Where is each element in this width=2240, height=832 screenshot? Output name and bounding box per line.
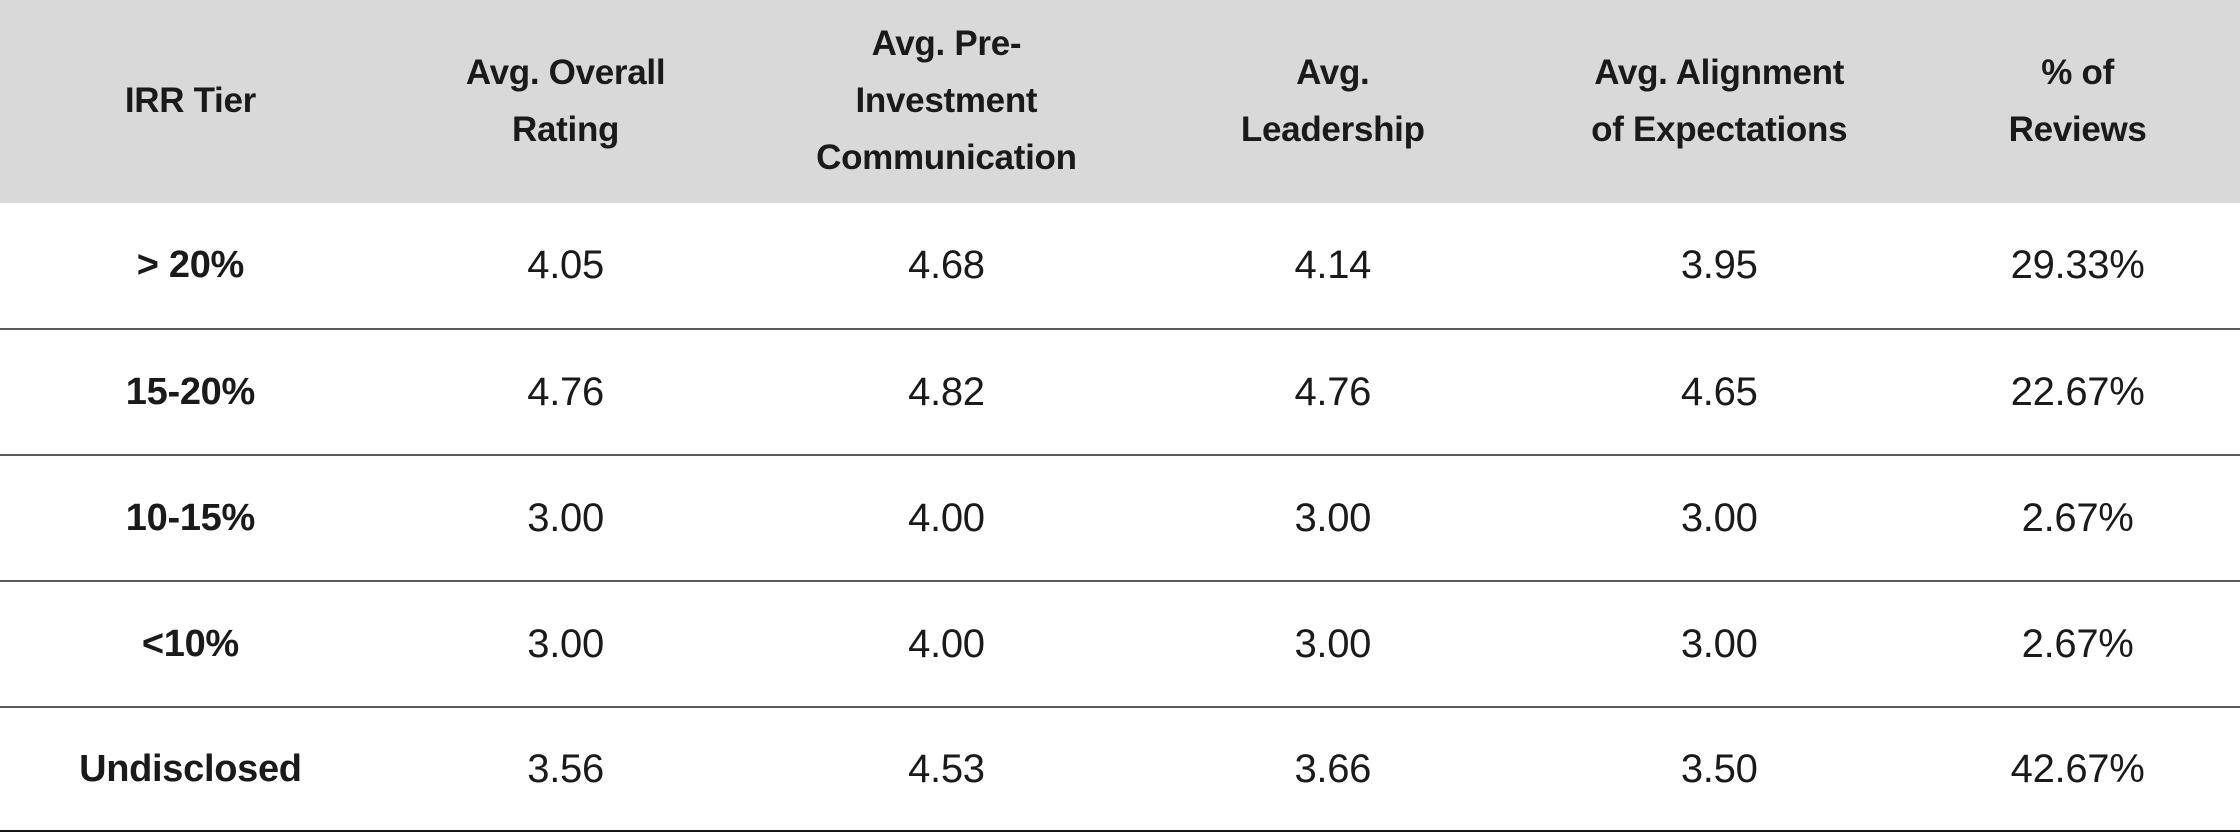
cell-avg-pre-investment-communication: 4.00	[908, 621, 985, 666]
cell-avg-pre-investment-communication: 4.68	[908, 243, 985, 287]
column-header-pct-of-reviews: % of Reviews	[1915, 0, 2240, 203]
cell-avg-overall-rating: 3.00	[527, 495, 604, 540]
column-header-label: IRR Tier	[124, 81, 256, 121]
cell-avg-leadership: 3.00	[1294, 621, 1372, 666]
cell-avg-pre-investment-communication: 4.53	[908, 746, 985, 791]
cell-avg-leadership: 4.76	[1294, 369, 1372, 414]
cell-avg-alignment-of-expectations: 3.50	[1680, 746, 1758, 791]
table-header: IRR Tier Avg. Overall Rating Avg. Pre- I…	[0, 0, 2240, 203]
column-header-avg-overall-rating: Avg. Overall Rating	[381, 0, 751, 203]
column-header-label: Avg. Overall Rating	[465, 52, 666, 149]
cell-pct-of-reviews: 29.33%	[2010, 243, 2145, 287]
cell-avg-overall-rating: 3.56	[527, 746, 604, 791]
column-header-label: Avg. Pre- Investment Communication	[816, 24, 1077, 177]
row-label: Undisclosed	[79, 747, 302, 790]
column-header-label: % of Reviews	[2008, 52, 2147, 149]
cell-avg-pre-investment-communication: 4.00	[908, 495, 985, 540]
cell-pct-of-reviews: 2.67%	[2021, 495, 2134, 540]
column-header-avg-alignment-of-expectations: Avg. Alignment of Expectations	[1523, 0, 1915, 203]
row-label: 10-15%	[125, 496, 255, 539]
row-label: 15-20%	[125, 370, 255, 413]
cell-avg-alignment-of-expectations: 3.00	[1680, 495, 1758, 540]
cell-avg-alignment-of-expectations: 3.95	[1680, 243, 1758, 287]
cell-avg-overall-rating: 4.05	[527, 243, 604, 287]
column-header-irr-tier: IRR Tier	[0, 0, 381, 203]
table-body: > 20% 4.05 4.68 4.14 3.95 29.33% 15-20% …	[0, 203, 2240, 832]
cell-pct-of-reviews: 42.67%	[2010, 746, 2145, 791]
cell-avg-overall-rating: 3.00	[527, 621, 604, 666]
cell-avg-alignment-of-expectations: 3.00	[1680, 621, 1758, 666]
header-row: IRR Tier Avg. Overall Rating Avg. Pre- I…	[0, 0, 2240, 203]
row-label: > 20%	[136, 244, 245, 286]
column-header-avg-leadership: Avg. Leadership	[1142, 0, 1523, 203]
table-row-lt-10pct: <10% 3.00 4.00 3.00 3.00 2.67%	[0, 581, 2240, 707]
table-row-gt-20pct: > 20% 4.05 4.68 4.14 3.95 29.33%	[0, 203, 2240, 329]
cell-avg-overall-rating: 4.76	[527, 369, 604, 414]
cell-avg-leadership: 3.66	[1294, 746, 1372, 791]
table-row-15-20pct: 15-20% 4.76 4.82 4.76 4.65 22.67%	[0, 329, 2240, 455]
cell-avg-pre-investment-communication: 4.82	[908, 369, 985, 414]
cell-pct-of-reviews: 22.67%	[2010, 369, 2145, 414]
cell-avg-alignment-of-expectations: 4.65	[1680, 369, 1758, 414]
cell-avg-leadership: 4.14	[1294, 243, 1372, 287]
table-row-undisclosed: Undisclosed 3.56 4.53 3.66 3.50 42.67%	[0, 707, 2240, 832]
column-header-avg-pre-investment-communication: Avg. Pre- Investment Communication	[750, 0, 1142, 203]
cell-pct-of-reviews: 2.67%	[2021, 621, 2134, 666]
table-row-10-15pct: 10-15% 3.00 4.00 3.00 3.00 2.67%	[0, 455, 2240, 581]
row-label: <10%	[141, 622, 239, 665]
column-header-label: Avg. Leadership	[1240, 52, 1425, 149]
column-header-label: Avg. Alignment of Expectations	[1591, 52, 1848, 149]
cell-avg-leadership: 3.00	[1294, 495, 1372, 540]
